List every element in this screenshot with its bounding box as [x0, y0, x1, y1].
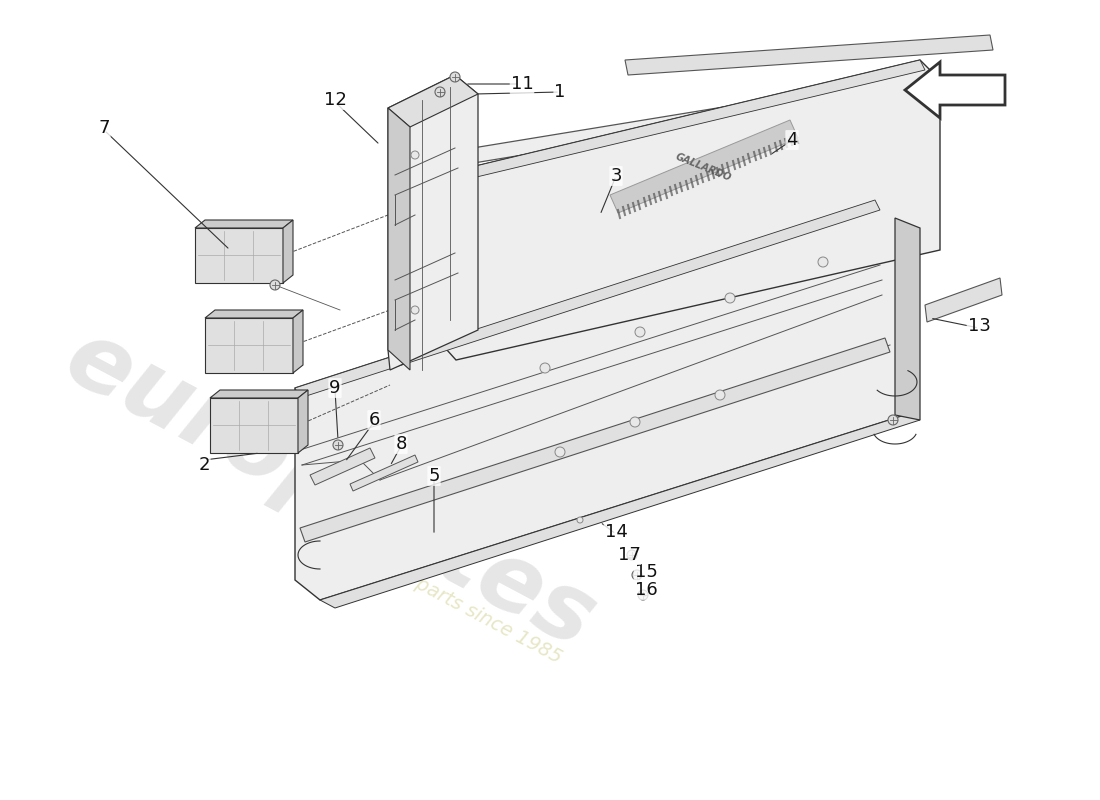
Text: 7: 7 — [98, 119, 110, 137]
Polygon shape — [895, 218, 920, 420]
Polygon shape — [205, 318, 293, 373]
Polygon shape — [350, 455, 418, 491]
Text: 14: 14 — [605, 523, 627, 541]
Polygon shape — [610, 120, 797, 213]
Polygon shape — [293, 310, 303, 373]
Circle shape — [818, 257, 828, 267]
Polygon shape — [283, 220, 293, 283]
Polygon shape — [625, 35, 993, 75]
Text: a passion for parts since 1985: a passion for parts since 1985 — [296, 513, 564, 667]
Text: 3: 3 — [610, 167, 621, 185]
Text: 15: 15 — [635, 563, 658, 581]
Circle shape — [635, 327, 645, 337]
Circle shape — [333, 440, 343, 450]
Text: 9: 9 — [329, 379, 341, 397]
Polygon shape — [388, 75, 478, 370]
Polygon shape — [388, 108, 410, 370]
Text: 17: 17 — [617, 546, 640, 564]
Text: 11: 11 — [510, 75, 534, 93]
Circle shape — [725, 293, 735, 303]
Circle shape — [411, 151, 419, 159]
Polygon shape — [438, 60, 925, 185]
Circle shape — [578, 517, 583, 523]
Polygon shape — [205, 310, 302, 318]
Text: 4: 4 — [786, 131, 798, 149]
Polygon shape — [295, 200, 880, 398]
Polygon shape — [320, 415, 920, 608]
Circle shape — [632, 570, 642, 580]
Polygon shape — [925, 278, 1002, 322]
Circle shape — [556, 447, 565, 457]
Circle shape — [638, 590, 648, 600]
Circle shape — [434, 87, 446, 97]
Circle shape — [411, 306, 419, 314]
Polygon shape — [298, 390, 308, 453]
Text: europartes: europartes — [50, 312, 610, 668]
Circle shape — [627, 550, 637, 560]
Text: 12: 12 — [323, 91, 346, 109]
Circle shape — [630, 417, 640, 427]
Circle shape — [540, 363, 550, 373]
Circle shape — [715, 390, 725, 400]
Circle shape — [888, 415, 898, 425]
Text: GALLARDO: GALLARDO — [673, 151, 733, 182]
Polygon shape — [210, 398, 298, 453]
Polygon shape — [388, 75, 478, 127]
Polygon shape — [195, 220, 293, 228]
Text: 13: 13 — [968, 317, 990, 335]
Polygon shape — [195, 228, 283, 283]
Text: 6: 6 — [368, 411, 379, 429]
Text: 16: 16 — [635, 581, 658, 599]
Text: 8: 8 — [395, 435, 407, 453]
Polygon shape — [295, 200, 905, 600]
Polygon shape — [438, 60, 940, 360]
Circle shape — [450, 72, 460, 82]
Polygon shape — [310, 448, 375, 485]
Polygon shape — [300, 338, 890, 542]
Text: 5: 5 — [428, 467, 440, 485]
Polygon shape — [905, 62, 1005, 118]
Polygon shape — [210, 390, 308, 398]
Text: 1: 1 — [554, 83, 565, 101]
Text: 2: 2 — [198, 456, 210, 474]
Polygon shape — [430, 83, 877, 169]
Circle shape — [270, 280, 280, 290]
